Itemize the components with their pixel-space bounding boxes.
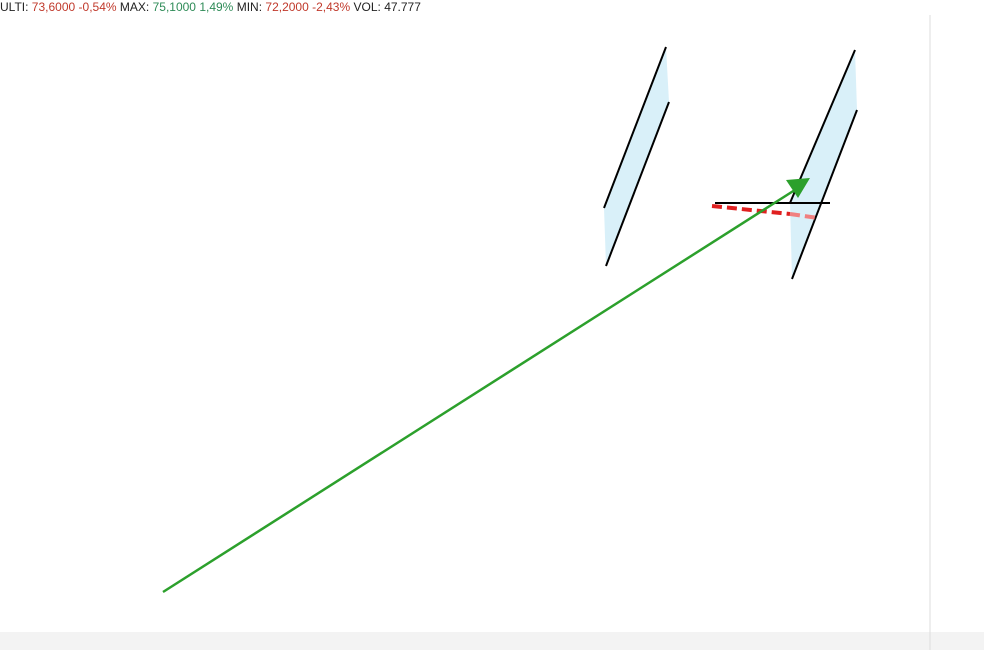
change: -0,54% <box>78 0 117 14</box>
value: 47.777 <box>384 0 421 14</box>
change: 1,49% <box>199 0 234 14</box>
dashed-trend <box>711 204 791 216</box>
label: VOL: <box>353 0 381 14</box>
channel-line <box>789 49 856 204</box>
channel-line <box>603 46 667 209</box>
dashed-trend <box>789 212 819 220</box>
channel-line <box>605 101 670 267</box>
channel-line <box>791 109 858 280</box>
label: ULTI: <box>0 0 29 14</box>
arrow <box>162 178 810 594</box>
header: ULTI: 73,6000 -0,54% MAX: 75,1000 1,49% … <box>0 0 421 15</box>
label: MIN: <box>236 0 263 14</box>
value: 73,6000 <box>31 0 76 14</box>
arrow-line <box>162 186 799 594</box>
channel-fill <box>790 50 857 279</box>
x-axis-band <box>0 632 984 650</box>
label: MAX: <box>119 0 150 14</box>
channel-fill <box>604 47 669 266</box>
arrow-head <box>786 178 810 198</box>
change: -2,43% <box>312 0 351 14</box>
value: 72,2000 <box>265 0 309 14</box>
value: 75,1000 <box>152 0 196 14</box>
drawings <box>603 46 858 280</box>
